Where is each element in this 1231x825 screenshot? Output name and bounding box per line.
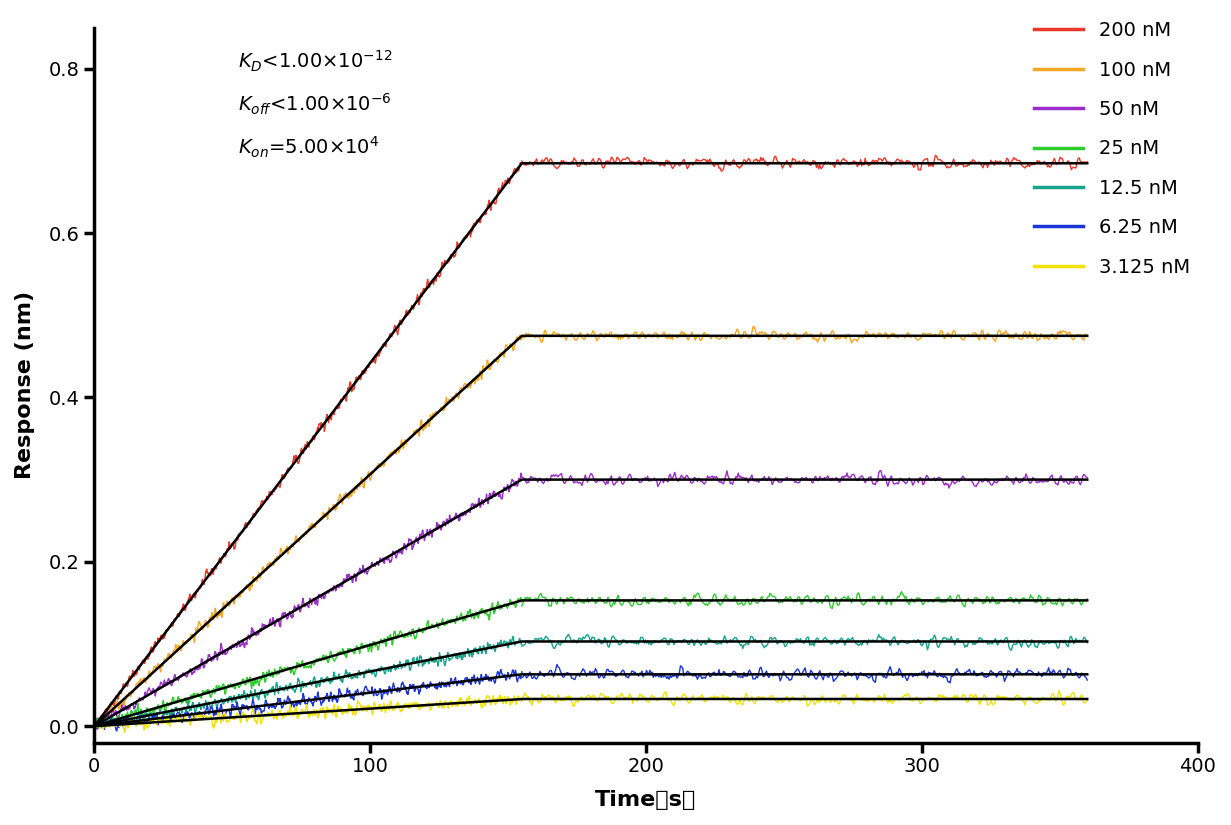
12.5 nM <box>1004 645 1019 655</box>
25 nM <box>787 597 801 607</box>
200 nM <box>784 158 799 168</box>
Line: 100 nM: 100 nM <box>522 327 1087 343</box>
50 nM <box>783 475 798 485</box>
6.25 nM <box>821 672 836 682</box>
100 nM <box>784 332 799 342</box>
50 nM <box>1080 473 1094 483</box>
100 nM <box>1069 330 1083 340</box>
Line: 25 nM: 25 nM <box>522 592 1087 609</box>
100 nM <box>853 332 868 342</box>
6.25 nM <box>943 678 958 688</box>
12.5 nM <box>515 641 529 651</box>
12.5 nM <box>1069 634 1083 644</box>
6.25 nM <box>788 667 803 677</box>
3.125 nM <box>515 696 529 706</box>
50 nM <box>851 474 865 483</box>
200 nM <box>714 166 729 176</box>
12.5 nM <box>788 636 803 646</box>
50 nM <box>515 472 529 482</box>
6.25 nM <box>784 675 799 685</box>
Line: 200 nM: 200 nM <box>522 155 1087 171</box>
6.25 nM <box>515 672 529 682</box>
25 nM <box>852 591 867 601</box>
200 nM <box>821 158 836 167</box>
200 nM <box>1080 157 1094 167</box>
6.25 nM <box>1080 675 1094 685</box>
200 nM <box>788 154 803 164</box>
12.5 nM <box>821 636 836 646</box>
100 nM <box>747 322 762 332</box>
200 nM <box>980 163 995 172</box>
200 nM <box>1069 163 1083 173</box>
50 nM <box>873 466 888 476</box>
3.125 nM <box>783 695 798 705</box>
6.25 nM <box>1069 667 1083 677</box>
12.5 nM <box>1080 638 1094 648</box>
Line: 12.5 nM: 12.5 nM <box>522 634 1087 650</box>
12.5 nM <box>852 640 867 650</box>
25 nM <box>515 601 529 611</box>
6.25 nM <box>980 672 995 681</box>
25 nM <box>783 592 798 601</box>
12.5 nM <box>784 637 799 647</box>
25 nM <box>825 604 840 614</box>
100 nM <box>844 338 859 348</box>
3.125 nM <box>1080 695 1094 705</box>
50 nM <box>1069 472 1083 482</box>
100 nM <box>1080 331 1094 341</box>
3.125 nM <box>979 694 993 704</box>
50 nM <box>820 471 835 481</box>
6.25 nM <box>549 659 564 669</box>
25 nM <box>980 592 995 602</box>
3.125 nM <box>821 695 836 705</box>
12.5 nM <box>979 635 993 645</box>
Line: 6.25 nM: 6.25 nM <box>522 664 1087 683</box>
50 nM <box>980 477 995 487</box>
3.125 nM <box>800 701 815 711</box>
100 nM <box>515 331 529 341</box>
Line: 3.125 nM: 3.125 nM <box>522 691 1087 706</box>
50 nM <box>787 475 801 485</box>
25 nM <box>1080 594 1094 604</box>
Line: 50 nM: 50 nM <box>522 471 1087 488</box>
100 nM <box>788 328 803 338</box>
25 nM <box>820 591 835 601</box>
3.125 nM <box>1051 686 1066 695</box>
3.125 nM <box>852 695 867 705</box>
3.125 nM <box>1069 694 1083 704</box>
50 nM <box>942 483 956 493</box>
3.125 nM <box>787 693 801 703</box>
100 nM <box>980 328 995 338</box>
200 nM <box>928 150 943 160</box>
6.25 nM <box>852 669 867 679</box>
Y-axis label: Response (nm): Response (nm) <box>15 291 34 479</box>
Text: $K_D$<1.00×10$^{-12}$
$K_{off}$<1.00×10$^{-6}$
$K_{on}$=5.00×10$^{4}$: $K_D$<1.00×10$^{-12}$ $K_{off}$<1.00×10$… <box>238 50 393 160</box>
25 nM <box>894 587 908 596</box>
12.5 nM <box>561 629 576 639</box>
200 nM <box>515 156 529 166</box>
100 nM <box>821 332 836 342</box>
25 nM <box>1069 595 1083 605</box>
200 nM <box>852 159 867 169</box>
Legend: 200 nM, 100 nM, 50 nM, 25 nM, 12.5 nM, 6.25 nM, 3.125 nM: 200 nM, 100 nM, 50 nM, 25 nM, 12.5 nM, 6… <box>1027 13 1198 285</box>
X-axis label: Time（s）: Time（s） <box>596 790 697 810</box>
